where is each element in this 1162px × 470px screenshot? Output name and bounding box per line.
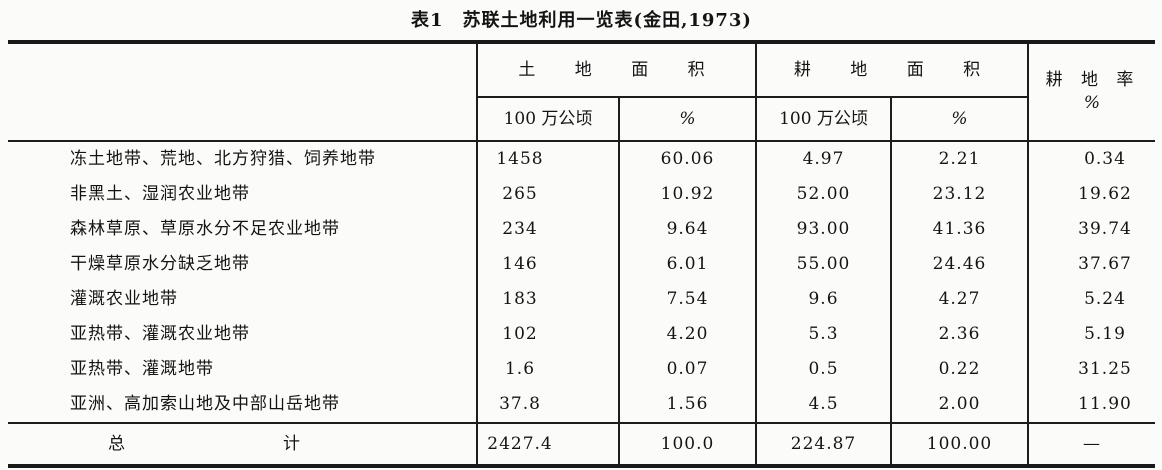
header-corner-cell	[8, 42, 478, 142]
cell-land-area: 1458	[477, 141, 620, 177]
cell-cult-area: 0.5	[756, 352, 892, 387]
cell-land-pct: 9.64	[619, 212, 757, 247]
cell-rate: 37.67	[1078, 254, 1132, 275]
cell-rate: 39.74	[1078, 219, 1132, 240]
header-land-percent: %	[619, 97, 757, 142]
cell-land-area: 37.8	[477, 387, 620, 423]
cell-cult-pct: 24.46	[891, 247, 1029, 282]
total-cult-area: 224.87	[756, 422, 892, 466]
cell-land-pct: 60.06	[619, 141, 757, 177]
header-cultivation-rate-unit: %	[1083, 93, 1101, 113]
cell-land-pct: 6.01	[619, 247, 757, 282]
cell-cult-area: 5.3	[756, 317, 892, 352]
row-label: 非黑土、湿润农业地带	[8, 177, 478, 212]
cell-land-area: 234	[477, 212, 620, 247]
cell-rate: 0.34	[1084, 149, 1126, 170]
row-label: 亚洲、高加索山地及中部山岳地带	[8, 387, 478, 423]
table-row: 灌溉农业地带 183 7.54 9.6 4.27 5.24	[8, 282, 1155, 317]
header-cultivated-percent: %	[891, 97, 1029, 142]
cell-rate: 19.62	[1078, 184, 1132, 205]
row-label: 森林草原、草原水分不足农业地带	[8, 212, 478, 247]
cell-land-area: 183	[477, 282, 620, 317]
land-use-table: 土 地 面 积 耕 地 面 积 耕 地 率 % 100 万公顷 % 100 万公…	[8, 40, 1155, 468]
cell-land-area: 146	[477, 247, 620, 282]
table-row: 非黑土、湿润农业地带 265 10.92 52.00 23.12 19.62	[8, 177, 1155, 212]
total-label-cell: 总 计	[8, 422, 478, 466]
table-total-row: 总 计 2427.4 100.0 224.87 100.00 —	[8, 422, 1155, 466]
row-label: 干燥草原水分缺乏地带	[8, 247, 478, 282]
cell-land-pct: 10.92	[619, 177, 757, 212]
cell-land-area: 265	[477, 177, 620, 212]
cell-cult-pct: 2.00	[891, 387, 1029, 423]
cell-land-pct: 7.54	[619, 282, 757, 317]
table-row: 冻土地带、荒地、北方狩猎、饲养地带 1458 60.06 4.97 2.21 0…	[8, 141, 1155, 177]
cell-cult-pct: 41.36	[891, 212, 1029, 247]
cell-cult-pct: 4.27	[891, 282, 1029, 317]
cell-rate: 5.24	[1084, 289, 1126, 310]
table-body: 冻土地带、荒地、北方狩猎、饲养地带 1458 60.06 4.97 2.21 0…	[8, 141, 1155, 423]
header-cultivation-rate: 耕 地 率 %	[1028, 42, 1155, 142]
row-label: 亚热带、灌溉农业地带	[8, 317, 478, 352]
total-land-area: 2427.4	[477, 422, 620, 466]
table-row: 森林草原、草原水分不足农业地带 234 9.64 93.00 41.36 39.…	[8, 212, 1155, 247]
row-label: 冻土地带、荒地、北方狩猎、饲养地带	[8, 141, 478, 177]
cell-land-pct: 4.20	[619, 317, 757, 352]
cell-rate: 11.90	[1078, 394, 1132, 415]
total-label-left: 总	[108, 433, 125, 454]
cell-cult-area: 52.00	[756, 177, 892, 212]
row-label: 亚热带、灌溉地带	[8, 352, 478, 387]
header-land-unit: 100 万公顷	[477, 97, 620, 142]
cell-rate: 5.19	[1084, 324, 1126, 345]
table-row: 干燥草原水分缺乏地带 146 6.01 55.00 24.46 37.67	[8, 247, 1155, 282]
cell-cult-pct: 23.12	[891, 177, 1029, 212]
total-land-pct: 100.0	[619, 422, 757, 466]
table-row: 亚热带、灌溉地带 1.6 0.07 0.5 0.22 31.25	[8, 352, 1155, 387]
header-cultivated-unit: 100 万公顷	[756, 97, 892, 142]
header-cultivation-rate-label: 耕 地 率	[1045, 70, 1139, 91]
cell-land-pct: 0.07	[619, 352, 757, 387]
total-rate-dash: —	[1028, 422, 1155, 466]
cell-cult-area: 9.6	[756, 282, 892, 317]
table-title: 表1 苏联土地利用一览表(金田,1973)	[411, 10, 752, 31]
cell-cult-area: 55.00	[756, 247, 892, 282]
cell-rate: 31.25	[1078, 359, 1132, 380]
cell-land-pct: 1.56	[619, 387, 757, 423]
table-header: 土 地 面 积 耕 地 面 积 耕 地 率 % 100 万公顷 % 100 万公…	[8, 42, 1155, 142]
row-label: 灌溉农业地带	[8, 282, 478, 317]
cell-land-area: 102	[477, 317, 620, 352]
cell-cult-pct: 2.21	[891, 141, 1029, 177]
total-cult-pct: 100.00	[891, 422, 1029, 466]
cell-cult-pct: 0.22	[891, 352, 1029, 387]
cell-cult-area: 4.5	[756, 387, 892, 423]
cell-land-area: 1.6	[477, 352, 620, 387]
table-row: 亚热带、灌溉农业地带 102 4.20 5.3 2.36 5.19	[8, 317, 1155, 352]
header-cultivated-area-group: 耕 地 面 积	[756, 42, 1029, 98]
total-label-right: 计	[283, 433, 300, 454]
total-label: 总 计	[108, 433, 300, 454]
cell-cult-pct: 2.36	[891, 317, 1029, 352]
table-row: 亚洲、高加索山地及中部山岳地带 37.8 1.56 4.5 2.00 11.90	[8, 387, 1155, 423]
header-land-area-group: 土 地 面 积	[477, 42, 757, 98]
cell-cult-area: 4.97	[756, 141, 892, 177]
cell-cult-area: 93.00	[756, 212, 892, 247]
